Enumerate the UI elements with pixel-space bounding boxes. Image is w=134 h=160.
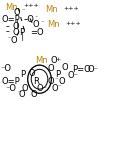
Text: ⁻: ⁻ [40, 22, 43, 27]
Text: =O: =O [30, 28, 44, 36]
Text: P: P [20, 70, 25, 79]
Text: ⁻: ⁻ [55, 78, 58, 84]
Text: O: O [31, 90, 37, 99]
Text: +: + [56, 57, 61, 62]
Text: |: | [16, 19, 18, 28]
Text: Mn: Mn [35, 56, 47, 65]
Text: O: O [19, 90, 25, 99]
Text: O: O [50, 56, 57, 65]
Text: R: R [33, 77, 39, 86]
Text: O: O [10, 36, 17, 44]
Text: –: – [6, 22, 10, 31]
Text: ⁻O: ⁻O [5, 84, 16, 93]
Text: O: O [13, 8, 20, 17]
Text: ⁻: ⁻ [17, 91, 21, 96]
Text: |: | [21, 32, 23, 40]
Text: +++: +++ [66, 21, 81, 26]
Text: O=P: O=P [1, 77, 20, 86]
Text: O: O [62, 63, 68, 72]
Text: P: P [55, 70, 60, 79]
Text: –: – [6, 28, 10, 36]
Text: +++: +++ [23, 3, 39, 8]
Text: ⁻: ⁻ [34, 16, 37, 21]
Text: ⁻: ⁻ [58, 85, 61, 90]
Text: O: O [12, 22, 19, 31]
Text: P: P [19, 28, 25, 36]
Text: O=P: O=P [1, 15, 20, 24]
Text: O: O [48, 64, 54, 72]
Text: O: O [52, 84, 58, 92]
Text: O: O [48, 77, 54, 86]
Text: Mn: Mn [48, 20, 60, 29]
Text: P=O: P=O [72, 65, 91, 74]
Text: O⁻: O⁻ [88, 65, 99, 74]
Text: Mn: Mn [46, 5, 58, 14]
Text: +++: +++ [64, 5, 79, 11]
Text: ⁻O: ⁻O [1, 64, 12, 73]
Text: ⁻: ⁻ [7, 37, 11, 42]
Text: O⁻: O⁻ [68, 71, 79, 80]
Text: –O: –O [23, 15, 34, 24]
Text: O: O [29, 69, 35, 78]
Text: O⁻: O⁻ [37, 84, 48, 93]
Text: O: O [33, 20, 39, 29]
Text: O: O [59, 77, 66, 86]
Text: ⁻: ⁻ [21, 10, 24, 15]
Text: O: O [21, 84, 28, 93]
Text: Mn: Mn [5, 3, 18, 12]
Text: O: O [12, 28, 19, 36]
